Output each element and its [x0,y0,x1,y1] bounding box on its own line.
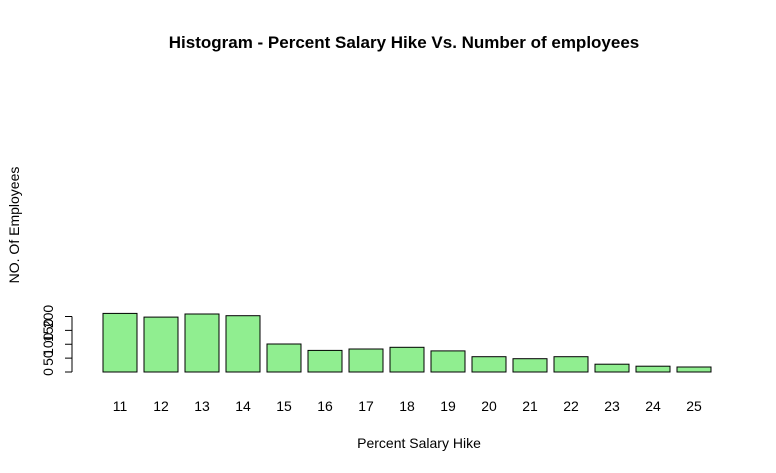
x-tick-label: 13 [194,398,210,414]
bar-17 [348,348,384,373]
bar-23 [594,363,630,373]
bar-22 [553,356,589,373]
x-tick-label: 11 [113,398,128,414]
bar-19 [430,350,466,373]
x-tick-label: 16 [317,398,333,414]
bar-21 [512,358,548,373]
bar-11 [102,312,138,373]
x-tick-label: 22 [563,398,579,414]
chart-title: Histogram - Percent Salary Hike Vs. Numb… [169,33,640,52]
bar-15 [266,343,302,373]
y-axis-label: NO. Of Employees [6,167,22,284]
x-tick-label: 15 [276,398,292,414]
bar-13 [184,313,220,373]
x-tick-label: 12 [153,398,169,414]
y-tick-label: 100 [40,332,56,356]
x-tick-label: 14 [235,398,251,414]
bar-12 [143,316,179,373]
bar-24 [635,365,671,373]
x-tick-labels: 11 12 13 14 15 16 17 18 19 20 21 22 23 24 25 [113,398,702,414]
x-tick-label: 19 [440,398,456,414]
bar-14 [225,315,261,373]
x-tick-label: 23 [604,398,620,414]
x-tick-label: 17 [358,398,374,414]
y-tick-label: 150 [40,318,56,342]
bar-16 [307,349,343,373]
bar-20 [471,356,507,373]
y-tick-label: 0 [40,368,56,376]
x-axis-label: Percent Salary Hike [357,435,481,451]
bar-25 [676,366,712,373]
x-tick-label: 20 [481,398,497,414]
x-tick-label: 21 [522,398,538,414]
bar-18 [389,346,425,373]
x-tick-label: 25 [686,398,702,414]
bar-group [102,312,712,373]
x-tick-label: 18 [399,398,415,414]
y-tick-label: 50 [40,350,56,366]
y-tick-label: 200 [40,305,56,329]
x-tick-label: 24 [645,398,661,414]
